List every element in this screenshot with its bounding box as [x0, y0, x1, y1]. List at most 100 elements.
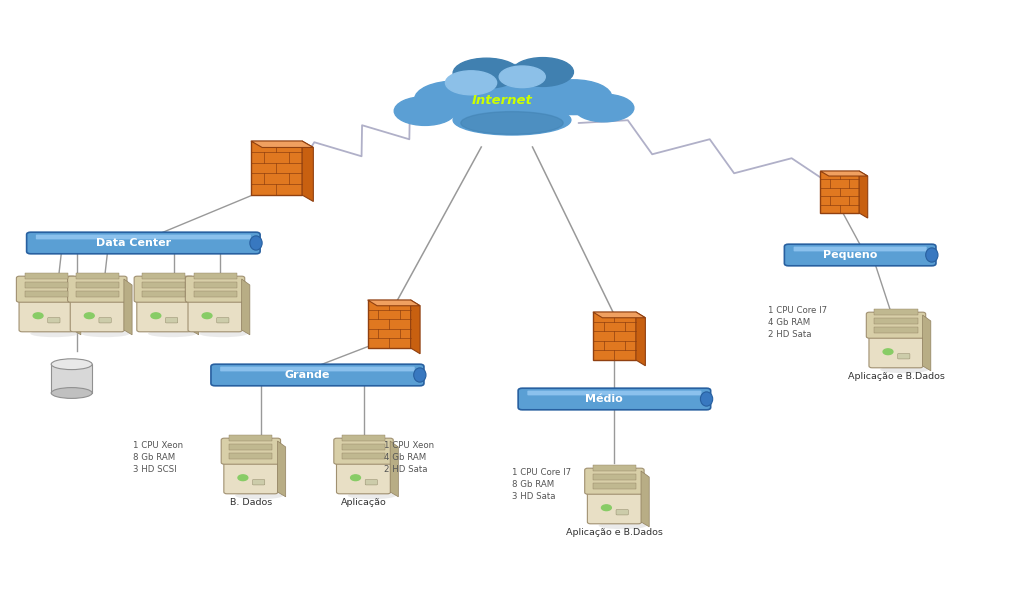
- Ellipse shape: [536, 80, 612, 115]
- FancyBboxPatch shape: [166, 317, 178, 323]
- Ellipse shape: [148, 330, 196, 337]
- Ellipse shape: [31, 330, 78, 337]
- FancyBboxPatch shape: [142, 292, 185, 297]
- FancyBboxPatch shape: [188, 295, 242, 332]
- Ellipse shape: [200, 330, 247, 337]
- FancyBboxPatch shape: [76, 283, 119, 288]
- Text: 1 CPU Xeon
4 Gb RAM
2 HD Sata: 1 CPU Xeon 4 Gb RAM 2 HD Sata: [384, 441, 434, 473]
- Polygon shape: [859, 171, 867, 218]
- FancyBboxPatch shape: [866, 312, 926, 338]
- Text: B. Dados: B. Dados: [229, 498, 272, 507]
- FancyBboxPatch shape: [588, 487, 641, 524]
- FancyBboxPatch shape: [220, 367, 415, 371]
- FancyBboxPatch shape: [185, 276, 245, 302]
- FancyBboxPatch shape: [874, 328, 918, 333]
- FancyBboxPatch shape: [518, 388, 711, 410]
- Text: 1 CPU Core I7
4 Gb RAM
2 HD Sata: 1 CPU Core I7 4 Gb RAM 2 HD Sata: [768, 306, 827, 338]
- FancyBboxPatch shape: [342, 454, 385, 459]
- Text: 1 CPU Core I7
8 Gb RAM
3 HD Sata: 1 CPU Core I7 8 Gb RAM 3 HD Sata: [512, 468, 571, 500]
- Ellipse shape: [453, 105, 571, 135]
- Circle shape: [84, 313, 94, 319]
- FancyBboxPatch shape: [25, 292, 68, 297]
- FancyBboxPatch shape: [366, 479, 378, 485]
- FancyBboxPatch shape: [27, 232, 260, 254]
- FancyBboxPatch shape: [142, 274, 185, 279]
- FancyBboxPatch shape: [194, 283, 237, 288]
- Text: Aplicação e B.Dados: Aplicação e B.Dados: [566, 528, 663, 537]
- Ellipse shape: [459, 64, 565, 109]
- FancyBboxPatch shape: [142, 283, 185, 288]
- Text: 1 CPU Xeon
8 Gb RAM
3 HD SCSI: 1 CPU Xeon 8 Gb RAM 3 HD SCSI: [133, 441, 183, 473]
- FancyBboxPatch shape: [368, 300, 411, 348]
- Circle shape: [33, 313, 43, 319]
- Ellipse shape: [82, 330, 129, 337]
- FancyBboxPatch shape: [342, 445, 385, 450]
- Ellipse shape: [881, 366, 928, 373]
- Polygon shape: [124, 279, 132, 335]
- Polygon shape: [368, 300, 420, 306]
- Ellipse shape: [51, 388, 92, 398]
- Text: Aplicação: Aplicação: [341, 498, 386, 507]
- FancyBboxPatch shape: [820, 171, 859, 213]
- Polygon shape: [820, 171, 867, 176]
- FancyBboxPatch shape: [229, 454, 272, 459]
- FancyBboxPatch shape: [593, 312, 636, 360]
- Circle shape: [202, 313, 212, 319]
- Text: Médio: Médio: [586, 394, 623, 404]
- FancyBboxPatch shape: [211, 364, 424, 386]
- FancyBboxPatch shape: [869, 331, 923, 368]
- FancyBboxPatch shape: [71, 295, 124, 332]
- Ellipse shape: [500, 66, 545, 88]
- Polygon shape: [242, 279, 250, 335]
- FancyBboxPatch shape: [874, 310, 918, 315]
- FancyBboxPatch shape: [19, 295, 73, 332]
- Ellipse shape: [414, 368, 426, 382]
- FancyBboxPatch shape: [593, 475, 636, 480]
- Polygon shape: [411, 300, 420, 354]
- Polygon shape: [73, 279, 81, 335]
- Polygon shape: [190, 279, 199, 335]
- FancyBboxPatch shape: [217, 317, 229, 323]
- FancyBboxPatch shape: [337, 457, 390, 494]
- FancyBboxPatch shape: [36, 235, 251, 239]
- FancyBboxPatch shape: [342, 436, 385, 441]
- Ellipse shape: [250, 236, 262, 250]
- FancyBboxPatch shape: [99, 317, 112, 323]
- FancyBboxPatch shape: [794, 247, 927, 251]
- Ellipse shape: [599, 522, 646, 529]
- Text: Pequeno: Pequeno: [822, 250, 878, 260]
- Text: Grande: Grande: [285, 370, 330, 380]
- Ellipse shape: [236, 492, 283, 499]
- Circle shape: [151, 313, 161, 319]
- Circle shape: [238, 475, 248, 481]
- FancyBboxPatch shape: [527, 391, 701, 395]
- Polygon shape: [923, 315, 931, 371]
- FancyBboxPatch shape: [224, 457, 278, 494]
- Ellipse shape: [700, 392, 713, 406]
- Ellipse shape: [453, 58, 519, 88]
- FancyBboxPatch shape: [16, 276, 76, 302]
- Ellipse shape: [574, 94, 634, 122]
- FancyBboxPatch shape: [229, 445, 272, 450]
- Ellipse shape: [51, 359, 92, 370]
- FancyBboxPatch shape: [221, 438, 281, 464]
- Polygon shape: [593, 312, 645, 318]
- Circle shape: [601, 505, 611, 511]
- FancyBboxPatch shape: [898, 353, 910, 359]
- Ellipse shape: [461, 112, 563, 134]
- FancyBboxPatch shape: [137, 295, 190, 332]
- Ellipse shape: [926, 248, 938, 262]
- FancyBboxPatch shape: [51, 364, 92, 393]
- FancyBboxPatch shape: [229, 436, 272, 441]
- Ellipse shape: [415, 81, 497, 117]
- FancyBboxPatch shape: [616, 509, 629, 515]
- FancyBboxPatch shape: [68, 276, 127, 302]
- FancyBboxPatch shape: [251, 141, 302, 195]
- FancyBboxPatch shape: [48, 317, 60, 323]
- Polygon shape: [278, 441, 286, 497]
- Polygon shape: [636, 312, 645, 366]
- Ellipse shape: [348, 492, 395, 499]
- Polygon shape: [302, 141, 313, 202]
- Polygon shape: [641, 471, 649, 527]
- FancyBboxPatch shape: [194, 274, 237, 279]
